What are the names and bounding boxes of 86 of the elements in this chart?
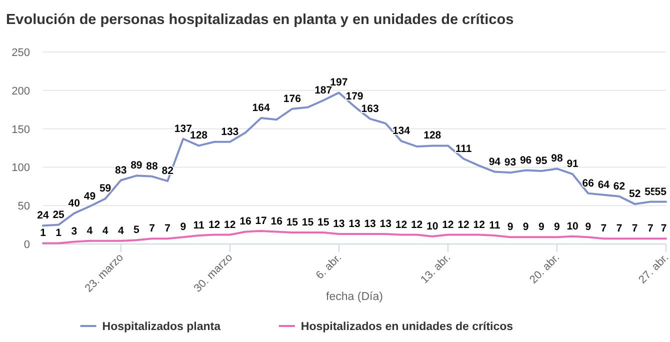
y-tick-label: 200 [12, 85, 30, 98]
y-tick-label: 0 [24, 239, 30, 251]
data-label: 89 [130, 160, 142, 172]
data-label: 49 [84, 190, 96, 202]
data-label: 9 [585, 221, 592, 234]
data-label: 40 [68, 197, 80, 210]
data-label: 1 [56, 227, 62, 240]
data-label: 12 [224, 218, 236, 231]
data-label: 13 [348, 218, 360, 230]
data-label: 3 [71, 226, 78, 238]
data-label: 24 [37, 210, 49, 222]
data-label: 7 [632, 222, 638, 235]
data-label: 55 [654, 186, 667, 198]
data-label: 82 [162, 165, 174, 178]
data-label: 25 [52, 208, 65, 221]
data-label: 12 [473, 218, 486, 231]
data-label: 7 [648, 222, 654, 235]
y-tick-label: 150 [12, 124, 30, 136]
data-label: 9 [554, 221, 560, 234]
x-tick-label: 27. abr. [636, 252, 670, 286]
data-label: 13 [364, 218, 376, 230]
data-label: 7 [149, 222, 156, 235]
data-label: 59 [99, 182, 112, 195]
data-label: 93 [504, 156, 516, 169]
x-tick-label: 13. abr. [418, 252, 454, 286]
data-label: 9 [538, 221, 544, 234]
data-label: 15 [318, 216, 330, 228]
data-label: 179 [346, 90, 364, 103]
data-label: 11 [489, 220, 500, 232]
data-label: 15 [286, 216, 298, 228]
data-label: 15 [302, 216, 314, 228]
data-label: 128 [424, 130, 442, 142]
data-label: 187 [314, 84, 332, 96]
data-label: 83 [115, 164, 127, 176]
data-label: 9 [507, 221, 514, 234]
data-label: 12 [208, 218, 220, 231]
data-label: 7 [164, 222, 171, 235]
data-label: 62 [613, 180, 626, 192]
x-axis-title: fecha (Día) [326, 291, 384, 303]
data-label: 17 [255, 214, 268, 227]
data-label: 95 [536, 155, 548, 168]
data-label: 98 [551, 152, 563, 165]
data-label: 16 [240, 216, 252, 228]
data-label: 13 [380, 218, 392, 230]
data-label: 64 [598, 178, 610, 191]
data-label: 164 [252, 102, 270, 114]
data-label: 12 [442, 218, 454, 231]
data-label: 133 [221, 126, 239, 138]
data-label: 94 [488, 156, 501, 168]
data-label: 11 [193, 220, 204, 232]
data-label: 163 [361, 102, 379, 115]
data-label: 96 [520, 154, 532, 166]
data-label: 7 [660, 222, 667, 235]
data-label: 5 [134, 224, 140, 236]
data-label: 9 [522, 221, 529, 234]
data-label: 91 [566, 158, 579, 170]
legend-label: Hospitalizados en unidades de críticos [300, 321, 514, 333]
data-label: 176 [283, 92, 302, 105]
y-tick-label: 50 [18, 200, 30, 213]
legend-label: Hospitalizados planta [102, 321, 222, 333]
data-label: 52 [629, 188, 641, 200]
data-label: 4 [118, 224, 124, 237]
data-label: 4 [86, 224, 93, 237]
data-label: 111 [455, 142, 472, 155]
x-tick-label: 20. abr. [528, 252, 562, 286]
data-label: 12 [395, 218, 408, 231]
data-label: 66 [582, 177, 594, 190]
data-label: 88 [146, 160, 158, 172]
data-label: 128 [190, 130, 208, 142]
x-tick-label: 6. abr. [314, 252, 344, 282]
data-label: 10 [566, 220, 579, 232]
data-label: 16 [270, 216, 283, 228]
data-label: 10 [426, 220, 438, 232]
data-label: 137 [174, 122, 192, 135]
data-label: 12 [458, 218, 470, 231]
data-label: 13 [333, 218, 345, 230]
data-label: 4 [102, 224, 108, 237]
data-label: 12 [410, 218, 423, 231]
data-label: 9 [180, 221, 186, 234]
chart-title: Evolución de personas hospitalizadas en planta y en unidades de críticos [6, 12, 514, 28]
y-tick-label: 250 [12, 47, 30, 59]
data-label: 134 [392, 125, 410, 138]
data-label: 7 [600, 222, 607, 235]
data-label: 7 [616, 222, 622, 235]
data-label: 1 [40, 227, 46, 240]
y-tick-label: 100 [12, 162, 30, 174]
